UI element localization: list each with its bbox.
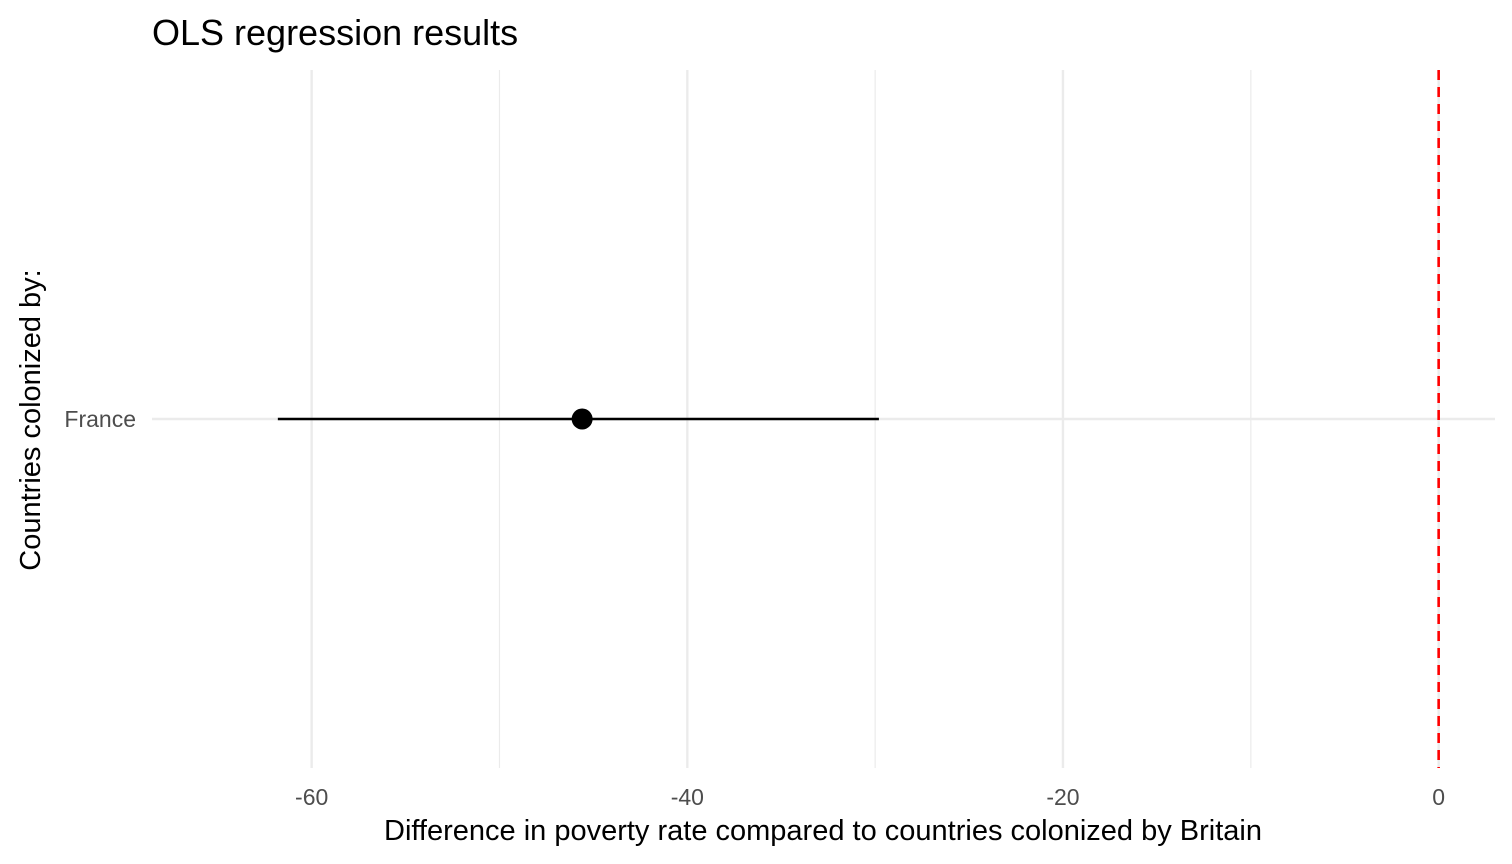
x-tick-label: 0 xyxy=(1432,784,1445,810)
marks-layer xyxy=(277,408,879,430)
chart-title: OLS regression results xyxy=(152,12,518,53)
y-tick-labels: France xyxy=(64,406,136,432)
x-tick-label: -60 xyxy=(295,784,328,810)
y-axis-title: Countries colonized by: xyxy=(15,269,47,570)
x-tick-label: -40 xyxy=(671,784,704,810)
x-tick-label: -20 xyxy=(1046,784,1079,810)
x-tick-labels: -60 -40 -20 0 xyxy=(295,784,1445,810)
y-tick-label: France xyxy=(64,406,136,432)
point-estimate-france xyxy=(571,408,593,430)
x-axis-title: Difference in poverty rate compared to c… xyxy=(384,815,1262,847)
